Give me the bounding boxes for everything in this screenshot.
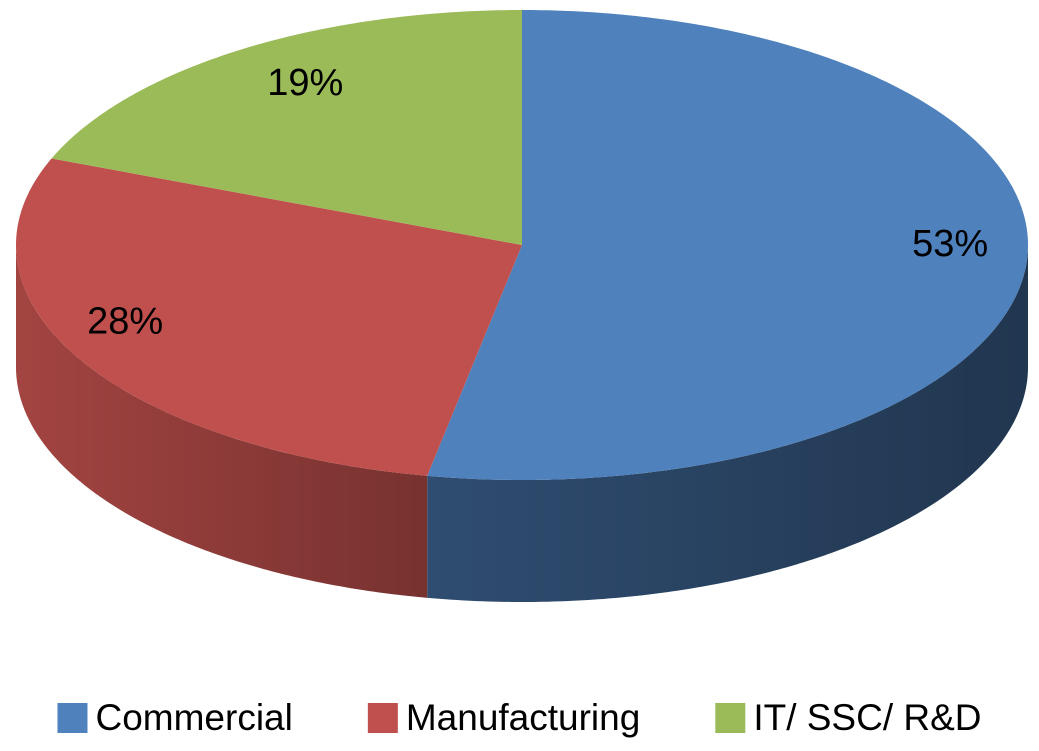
legend-label: IT/ SSC/ R&D [753, 697, 981, 738]
slice-side [427, 245, 1028, 602]
data-label: 28% [87, 300, 163, 342]
legend-swatch [715, 703, 746, 733]
data-label: 19% [267, 62, 343, 104]
legend-label: Commercial [95, 697, 292, 738]
slice [51, 10, 522, 245]
legend-swatch [367, 703, 398, 733]
slice-side [16, 245, 428, 598]
legend-swatch [57, 703, 88, 733]
slice [427, 10, 1028, 480]
slice [16, 158, 522, 476]
data-label: 53% [912, 223, 988, 265]
legend-label: Manufacturing [406, 697, 640, 738]
